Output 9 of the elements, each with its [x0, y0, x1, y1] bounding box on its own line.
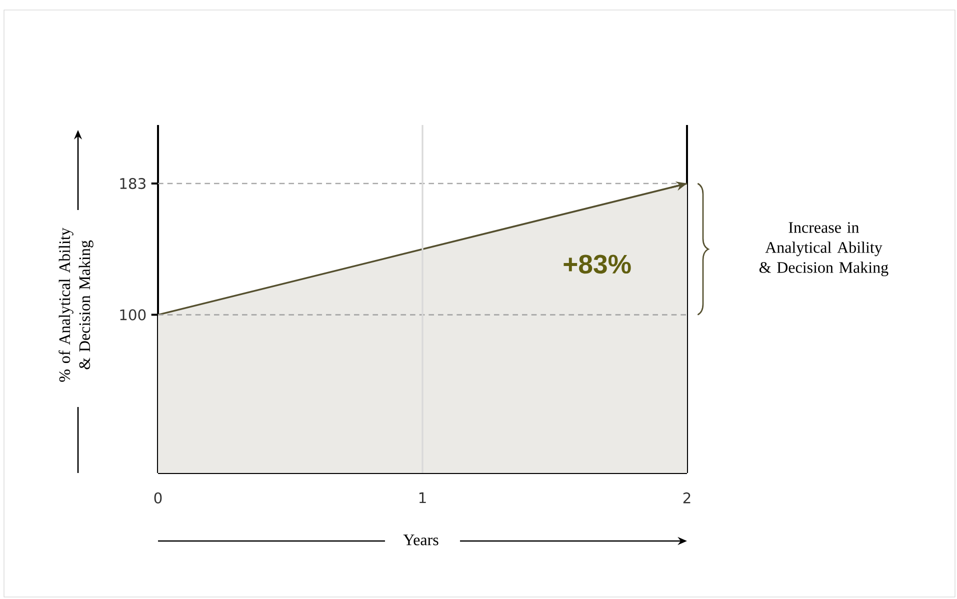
x-tick-label: 1	[419, 492, 426, 504]
x-tick-label: 2	[683, 492, 690, 504]
x-tick-label: 0	[154, 492, 162, 504]
y-tick-label: 100	[120, 309, 146, 320]
y-tick-label: 183	[120, 178, 146, 190]
annotation: +83%	[564, 254, 631, 274]
text: Increase in Analytical Ability & Decision Making	[759, 222, 888, 276]
x-axis-title: Years	[403, 534, 438, 546]
y-axis-title: % of Analytical Ability & Decision Making	[58, 228, 94, 382]
